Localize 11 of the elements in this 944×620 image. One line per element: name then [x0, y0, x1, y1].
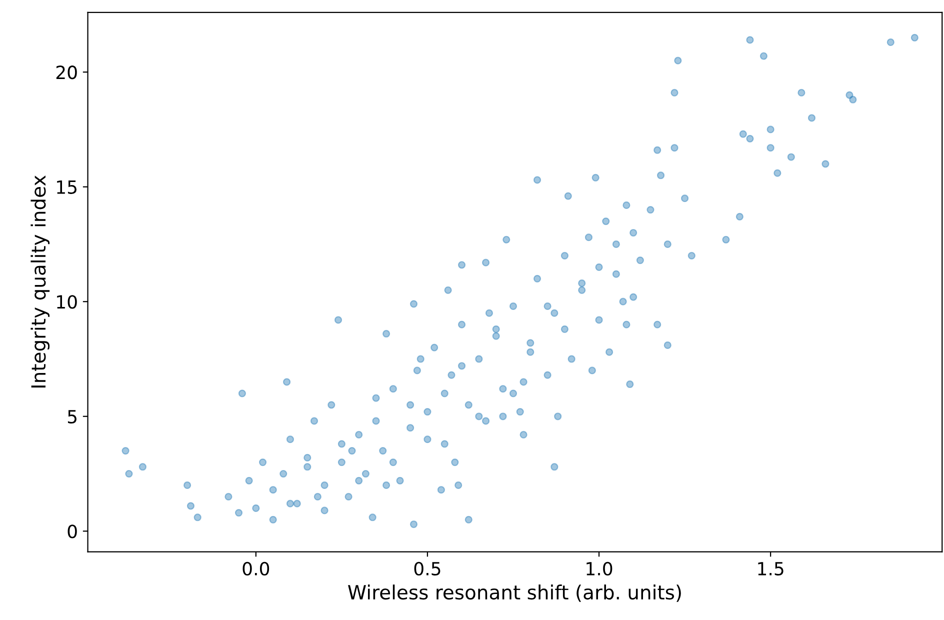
y-tick-label: 5 — [68, 410, 76, 424]
x-tick-label: 1.0 — [586, 562, 612, 576]
x-axis-title: Wireless resonant shift (arb. units) — [348, 584, 681, 602]
y-axis-title: Integrity quality index — [30, 175, 50, 388]
y-tick-label: 10 — [57, 295, 77, 309]
x-tick-label: 0.5 — [414, 562, 440, 576]
y-tick-label: 20 — [56, 66, 77, 80]
y-tick-label: 15 — [57, 180, 76, 194]
x-tick-label: 0.0 — [242, 562, 270, 576]
x-tick-label: 1.5 — [758, 562, 784, 576]
y-tick-label: 0 — [68, 524, 77, 538]
